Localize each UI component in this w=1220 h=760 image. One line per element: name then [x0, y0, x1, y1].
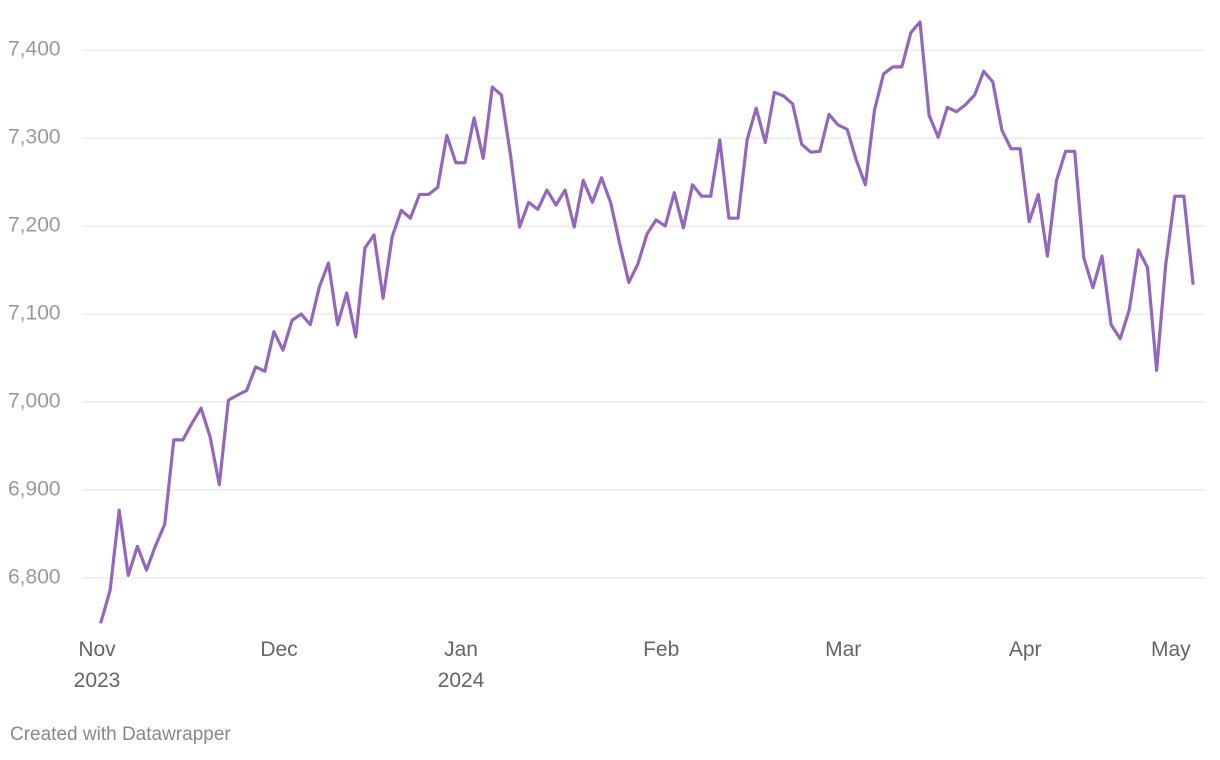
y-tick-label: 7,100	[8, 302, 61, 325]
x-tick-label: Nov 2023	[73, 638, 121, 692]
x-tick-label: May	[1150, 638, 1191, 661]
y-tick-label: 7,300	[8, 126, 61, 149]
y-tick-label: 7,000	[8, 390, 61, 413]
x-tick-label: Mar	[825, 638, 862, 661]
x-tick-label: Apr	[1008, 638, 1042, 661]
x-tick-label: Jan 2024	[437, 638, 485, 692]
x-tick-label: Feb	[643, 638, 680, 661]
y-tick-label: 6,900	[8, 478, 61, 501]
chart: 6,800 6,900 7,000 7,100 7,200 7,300 7,400	[8, 20, 1205, 624]
y-tick-label: 6,800	[8, 566, 61, 589]
y-tick-label: 7,200	[8, 214, 61, 237]
y-tick-label: 7,400	[8, 38, 61, 61]
x-tick-label: Dec	[260, 638, 298, 661]
credit: Created with Datawrapper	[10, 724, 231, 745]
line	[99, 20, 1195, 624]
